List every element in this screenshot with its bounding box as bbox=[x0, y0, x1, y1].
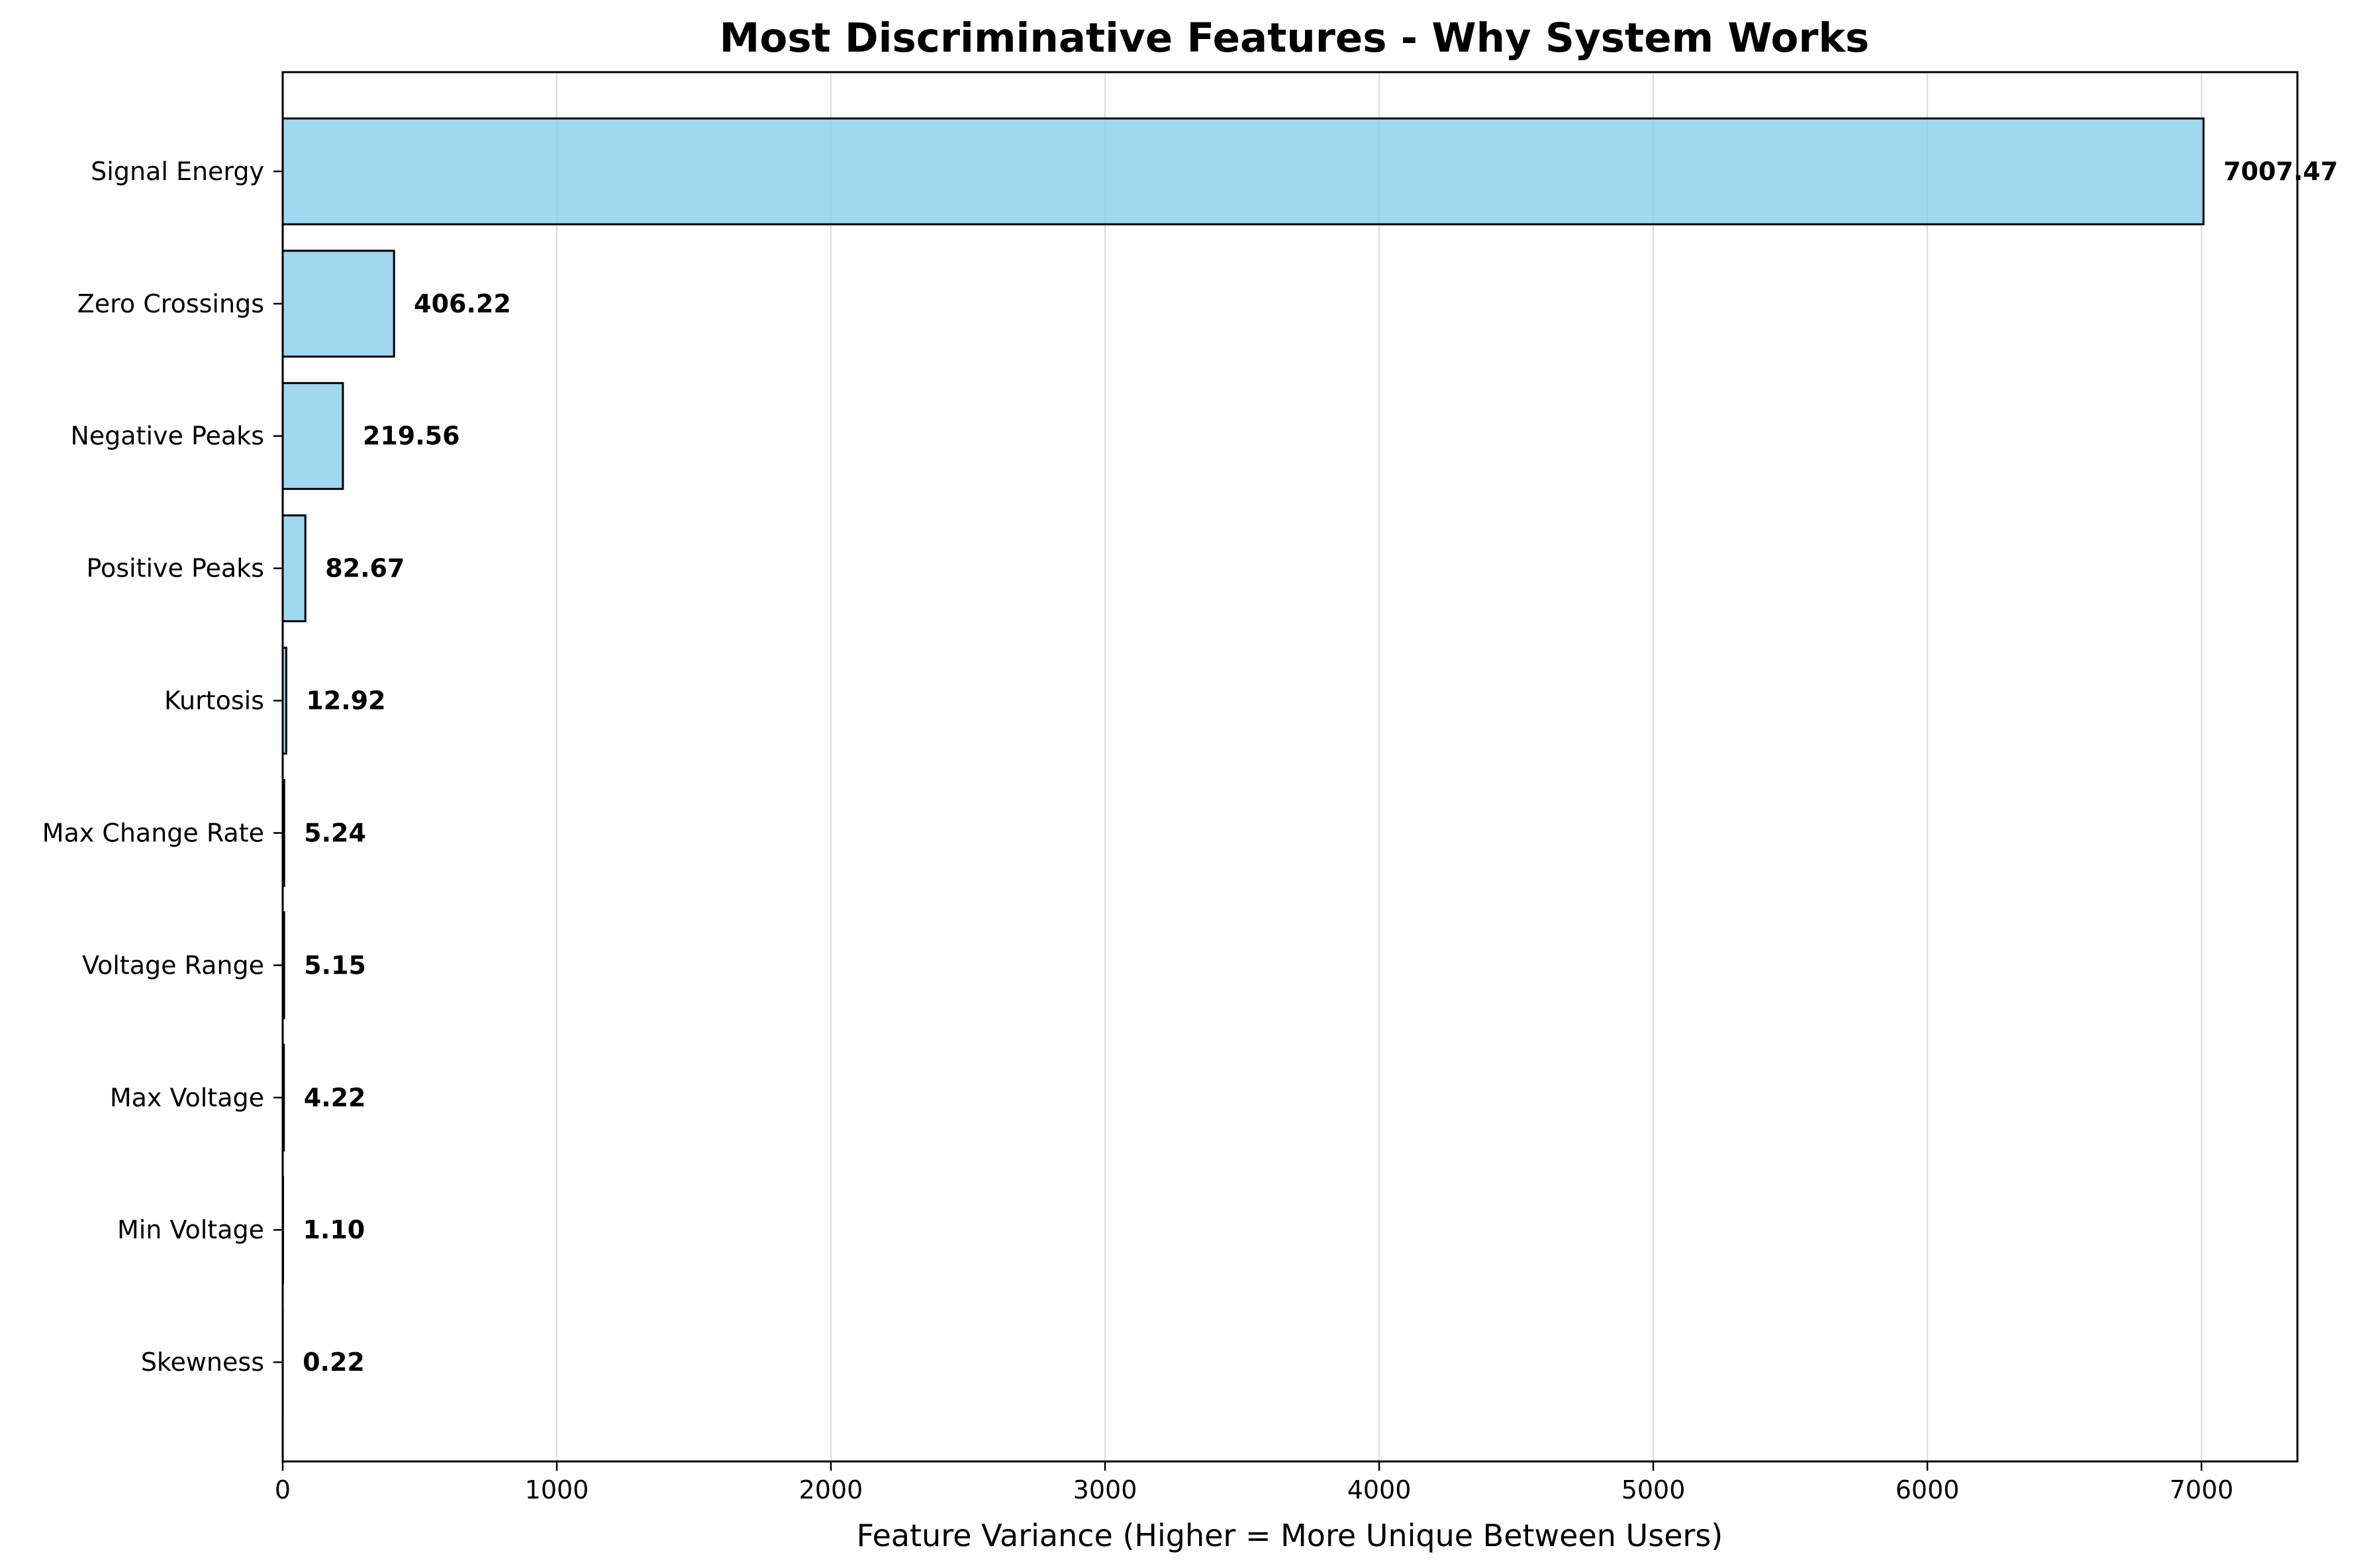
value-label: 219.56 bbox=[363, 422, 460, 451]
bar bbox=[281, 117, 2205, 226]
y-axis-ticks: Signal Energy Zero Crossings Negative Peak… bbox=[42, 157, 283, 1377]
value-label: 0.22 bbox=[303, 1348, 365, 1377]
bars bbox=[281, 117, 2205, 1416]
x-tick-label: 7000 bbox=[2170, 1475, 2234, 1504]
x-tick-label: 4000 bbox=[1347, 1475, 1412, 1504]
bar bbox=[281, 250, 395, 358]
value-label: 5.15 bbox=[304, 950, 366, 980]
x-tick-label: 2000 bbox=[799, 1475, 863, 1504]
y-tick-label: Max Voltage bbox=[110, 1083, 264, 1112]
value-label: 1.10 bbox=[303, 1215, 365, 1244]
bar bbox=[281, 382, 344, 490]
grid-lines bbox=[282, 72, 2203, 1461]
value-label: 7007.47 bbox=[2223, 157, 2338, 186]
value-label: 4.22 bbox=[304, 1083, 366, 1112]
y-tick-label: Voltage Range bbox=[82, 950, 264, 980]
value-label: 82.67 bbox=[325, 554, 405, 583]
y-tick-label: Positive Peaks bbox=[86, 554, 264, 583]
y-tick-label: Zero Crossings bbox=[77, 289, 264, 318]
x-tick-label: 5000 bbox=[1621, 1475, 1686, 1504]
x-axis-label: Feature Variance (Higher = More Unique B… bbox=[857, 1518, 1723, 1553]
y-tick-label: Signal Energy bbox=[91, 157, 264, 186]
value-labels: 7007.47 406.22 219.56 82.67 12.92 5.24 5.15 4.2… bbox=[303, 157, 2338, 1377]
x-tick-label: 6000 bbox=[1896, 1475, 1960, 1504]
bar bbox=[281, 514, 307, 623]
x-tick-label: 1000 bbox=[525, 1475, 589, 1504]
value-label: 12.92 bbox=[306, 686, 385, 715]
value-label: 406.22 bbox=[414, 289, 511, 318]
y-tick-label: Negative Peaks bbox=[70, 422, 264, 451]
y-tick-label: Min Voltage bbox=[117, 1215, 264, 1244]
y-tick-label: Max Change Rate bbox=[42, 818, 264, 847]
x-axis-ticks: 0 1000 2000 3000 4000 5000 6000 7000 bbox=[275, 1461, 2234, 1504]
y-tick-label: Kurtosis bbox=[164, 686, 264, 715]
chart-title: Most Discriminative Features - Why Syste… bbox=[720, 15, 1870, 62]
y-tick-label: Skewness bbox=[141, 1348, 264, 1377]
plot-frame bbox=[281, 71, 2299, 1463]
x-tick-label: 0 bbox=[275, 1475, 291, 1504]
value-label: 5.24 bbox=[304, 818, 366, 847]
x-tick-label: 3000 bbox=[1073, 1475, 1137, 1504]
